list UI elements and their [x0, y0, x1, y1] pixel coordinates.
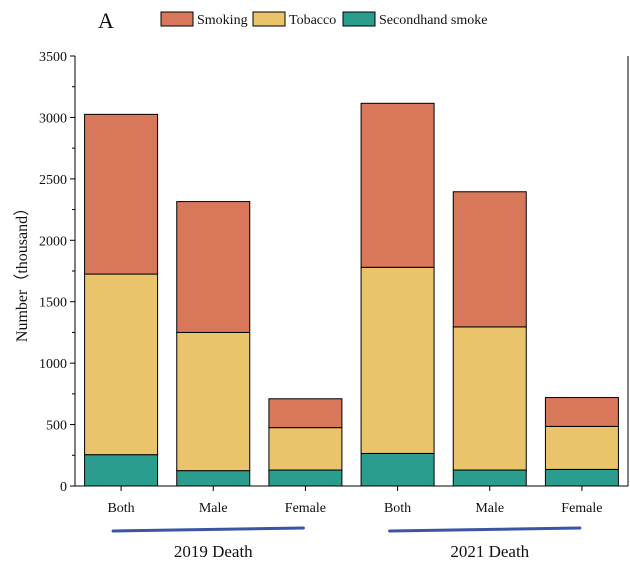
bar-tobacco [360, 266, 435, 454]
bar-secondhand-smoke [452, 469, 527, 487]
legend-entry-label: Secondhand smoke [379, 13, 487, 28]
group-label: 2019 Death [174, 542, 253, 561]
y-tick-label: 0 [60, 480, 67, 495]
x-tick-label: Female [285, 501, 326, 516]
legend-swatch-secondhand-smoke [342, 11, 376, 27]
bar-tobacco [544, 425, 619, 470]
y-tick-label: 3500 [39, 50, 67, 65]
group-label: 2021 Death [450, 542, 529, 561]
y-axis-label: Number（thousand） [13, 200, 31, 342]
bar-secondhand-smoke [84, 454, 159, 487]
x-tick-label: Both [384, 501, 411, 516]
bar-secondhand-smoke [268, 469, 343, 487]
panel-label: A [98, 8, 114, 33]
group-underline [111, 526, 305, 533]
group-underline [388, 526, 582, 533]
legend-swatch-tobacco [252, 11, 286, 27]
bar-secondhand-smoke [360, 452, 435, 487]
legend-entry-label: Tobacco [289, 13, 336, 28]
bar-tobacco [84, 273, 159, 456]
bar-smoking [360, 102, 435, 268]
y-tick-label: 2000 [39, 234, 67, 249]
y-tick-label: 3000 [39, 111, 67, 126]
legend-swatch-smoking [160, 11, 194, 27]
bar-smoking [452, 191, 527, 328]
bar-smoking [544, 397, 619, 427]
y-tick-label: 2500 [39, 173, 67, 188]
bar-secondhand-smoke [544, 468, 619, 487]
legend-entry-label: Smoking [197, 13, 248, 28]
bar-tobacco [268, 427, 343, 471]
bar-tobacco [176, 331, 251, 472]
legend: Smoking Tobacco Secondhand smoke [160, 11, 487, 28]
plot-area: 0 500 1000 1500 2000 2500 3000 3500 Both Male Fema… [39, 50, 629, 561]
x-tick-label: Male [475, 501, 504, 516]
bar-smoking [84, 113, 159, 275]
y-tick-label: 500 [46, 419, 67, 434]
y-tick-label: 1000 [39, 357, 67, 372]
bar-smoking [176, 201, 251, 333]
bar-tobacco [452, 326, 527, 471]
x-tick-label: Both [107, 501, 134, 516]
x-tick-label: Male [199, 501, 228, 516]
x-tick-label: Female [561, 501, 602, 516]
y-tick-label: 1500 [39, 296, 67, 311]
bar-secondhand-smoke [176, 470, 251, 487]
bar-smoking [268, 398, 343, 429]
